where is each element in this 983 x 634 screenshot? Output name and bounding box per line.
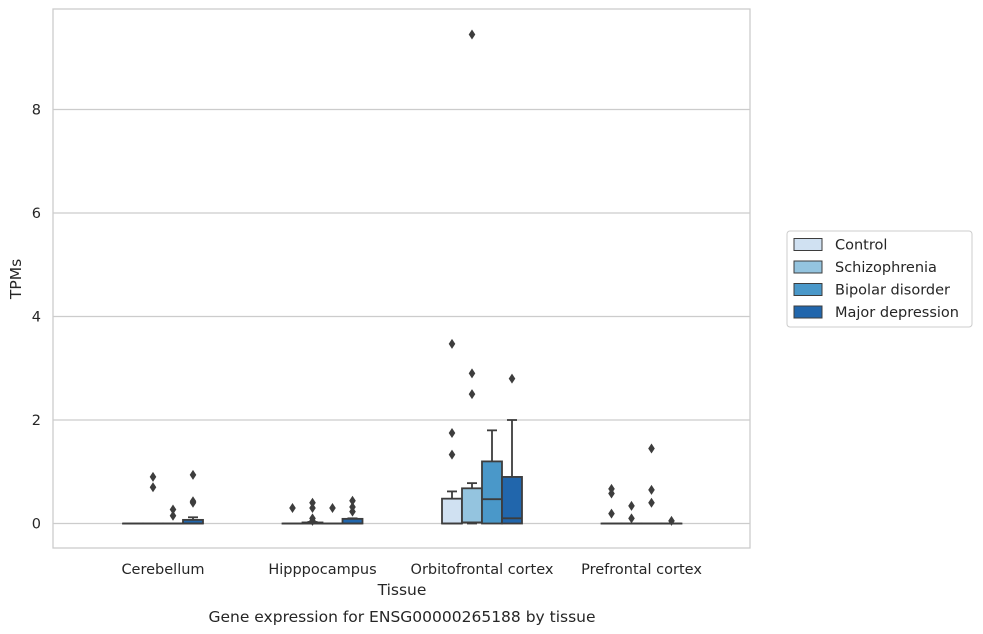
- box-body: [481, 460, 503, 525]
- y-tick-label: 4: [32, 310, 41, 326]
- legend-swatch: [793, 260, 823, 274]
- outlier-point: [149, 471, 157, 482]
- box-body: [501, 476, 523, 525]
- legend: Control Schizophrenia Bipolar disorder Majo…: [786, 230, 973, 328]
- box: [600, 483, 623, 525]
- legend-swatch: [793, 305, 823, 319]
- y-tick-label: 0: [32, 517, 41, 533]
- outlier-point: [448, 338, 456, 349]
- box: [301, 497, 324, 526]
- outlier-point: [448, 427, 456, 438]
- outlier-point: [648, 484, 655, 495]
- outlier-point: [648, 497, 655, 508]
- y-axis-title: TPMs: [7, 259, 25, 300]
- outlier-point: [309, 513, 316, 524]
- outlier-point: [169, 504, 177, 515]
- plot-frame: [52, 8, 751, 549]
- legend-swatch: [793, 283, 823, 296]
- box: [481, 429, 503, 525]
- box-body: [461, 487, 483, 524]
- x-tick-label: Prefrontal cortex: [581, 562, 702, 578]
- outlier-point: [309, 502, 316, 513]
- y-tick-label: 6: [32, 206, 41, 222]
- box: [501, 373, 523, 525]
- outlier-point: [189, 469, 197, 480]
- outlier-point: [189, 496, 197, 507]
- box-series: [122, 29, 683, 526]
- outlier-point: [289, 502, 296, 513]
- box: [461, 29, 483, 525]
- legend-swatch: [793, 238, 823, 251]
- outlier-point: [468, 29, 476, 40]
- outlier-point: [448, 449, 456, 460]
- box: [321, 502, 344, 525]
- outlier-point: [349, 495, 356, 506]
- legend-label: Schizophrenia: [835, 260, 937, 276]
- box: [620, 500, 643, 525]
- y-tick-label: 2: [32, 413, 41, 429]
- outlier-point: [149, 482, 157, 493]
- outlier-point: [648, 443, 655, 454]
- chart-title: Gene expression for ENSG00000265188 by t…: [208, 608, 595, 626]
- box: [441, 338, 463, 525]
- outlier-point: [608, 508, 615, 519]
- outlier-point: [309, 497, 316, 508]
- box: [660, 515, 683, 526]
- y-ticks: 0 2 4 6 8: [32, 103, 41, 533]
- outlier-point: [468, 368, 476, 379]
- legend-frame: [786, 230, 973, 328]
- box: [162, 504, 184, 525]
- x-tick-label: Hipppocampus: [268, 562, 376, 578]
- x-axis-title: Tissue: [377, 581, 427, 599]
- legend-label: Control: [835, 238, 887, 254]
- outlier-point: [468, 389, 476, 400]
- gridlines: [53, 108, 750, 525]
- outlier-point: [628, 513, 635, 524]
- outlier-point: [608, 483, 615, 494]
- legend-label: Major depression: [835, 305, 959, 321]
- outlier-point: [169, 510, 177, 521]
- x-tick-label: Orbitofrontal cortex: [411, 562, 554, 578]
- box: [182, 469, 204, 525]
- x-tick-label: Cerebellum: [121, 562, 204, 578]
- box: [341, 495, 364, 525]
- outlier-point: [668, 515, 675, 526]
- box: [142, 471, 164, 525]
- legend-label: Bipolar disorder: [835, 283, 950, 299]
- outlier-point: [329, 502, 336, 513]
- box: [640, 443, 663, 525]
- box-body: [441, 497, 463, 525]
- outlier-point: [508, 373, 516, 384]
- outlier-point: [628, 500, 635, 511]
- outlier-point: [349, 501, 356, 512]
- x-ticks: Cerebellum Hipppocampus Orbitofrontal cort…: [121, 562, 702, 578]
- box: [281, 502, 304, 525]
- y-tick-label: 8: [32, 103, 41, 119]
